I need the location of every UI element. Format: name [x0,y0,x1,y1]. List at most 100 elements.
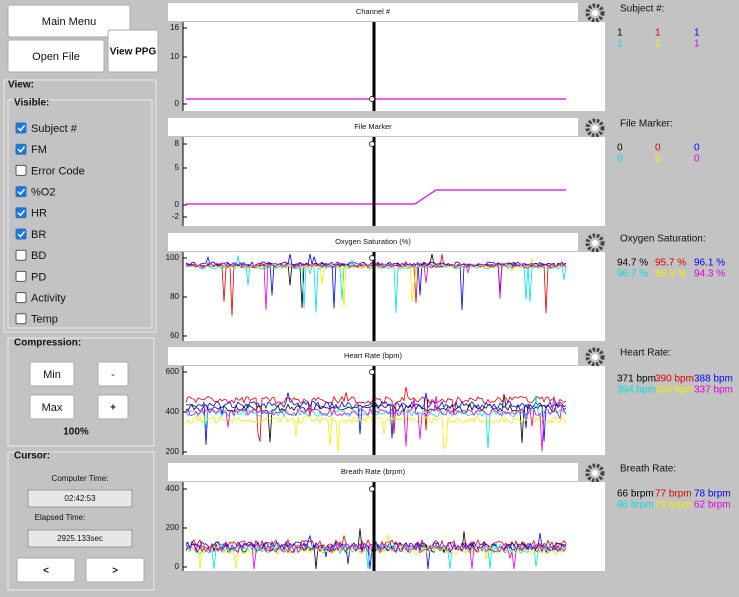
checkbox[interactable]: BD [15,249,46,262]
prev-button[interactable]: < [16,557,76,583]
checkbox[interactable]: Subject # [15,122,78,135]
readout-value: 371 bpm [617,374,656,385]
trace [185,392,567,445]
button-face [7,4,131,38]
y-tick-label: 600 [166,367,180,376]
max-button[interactable]: Max [29,394,75,420]
readout-value: 96.7 % [617,269,648,280]
gear [585,347,605,367]
settings-gear[interactable] [585,463,605,483]
plus-button[interactable]: + [97,394,129,420]
view-ppg-button[interactable]: View PPG [107,29,159,73]
readout-value: 1 [655,28,661,39]
readout-value: 0 [655,154,661,165]
trace [185,534,567,570]
checkbox[interactable]: Error Code [15,164,85,177]
readout-title: Oxygen Saturation: [620,234,706,245]
readout-value: 320 bpm [655,385,694,396]
y-tick-label: 200 [166,523,180,532]
checkbox[interactable]: Temp [15,313,58,326]
trace [185,542,567,570]
button-label: Open File [32,51,80,63]
plot-area [183,482,605,571]
button-label: View PPG [110,47,157,58]
checkbox[interactable]: %O2 [15,186,55,199]
plot-title: Oxygen Saturation (%) [335,237,411,246]
settings-gear[interactable] [585,118,605,138]
main-menu-button[interactable]: Main Menu [7,4,131,38]
button-face [29,361,75,387]
gear-hub [592,125,598,131]
cursor-marker [369,486,375,492]
button-label: + [110,403,116,414]
checkbox[interactable]: Activity [15,292,66,305]
settings-gear[interactable] [585,233,605,253]
gear [585,3,605,23]
checkbox-label: BD [31,250,46,262]
readout-value: 337 bpm [694,385,733,396]
compression-title: Compression: [14,338,81,349]
y-tick-label: 16 [170,23,179,32]
group-box [7,337,155,447]
readout-value: 95.7 % [655,258,686,269]
checkbox[interactable]: PD [15,270,46,283]
button-label: > [112,566,118,577]
plot-title: Channel # [356,7,391,16]
readout-value: 388 bpm [694,374,733,385]
trace [185,386,567,442]
readout-value: 95.5 % [655,269,686,280]
button-face [29,394,75,420]
next-button[interactable]: > [85,557,145,583]
checkbox[interactable]: HR [15,207,47,220]
minus-button[interactable]: - [97,361,129,387]
readout-value: 0 [617,154,623,165]
gear-hub [592,354,598,360]
open-file-button[interactable]: Open File [7,39,105,73]
plot-title-bar [168,3,578,21]
button-face [107,29,159,73]
checkbox-label: PD [31,271,46,283]
computer-time-label: Computer Time: [52,474,109,483]
readout-value: 94.3 % [694,269,725,280]
checkbox[interactable]: FM [15,143,47,156]
button-label: Max [42,402,63,414]
checkbox[interactable]: BR [15,228,46,241]
trace [185,261,567,310]
y-tick-label: 200 [166,447,180,456]
readout-value: 62 brpm [694,500,731,511]
readout-value: 66 brpm [617,489,654,500]
readout-value: 94.7 % [617,258,648,269]
readout-title: Heart Rate: [620,348,671,359]
readout-value: 394 bpm [617,385,656,396]
plot-area [183,137,605,226]
gear-hub [592,10,598,16]
gear [585,463,605,483]
cursor-marker [369,255,375,261]
checkbox-label: Subject # [31,123,78,135]
settings-gear[interactable] [585,347,605,367]
plot-title-bar [168,118,578,136]
readout-value: 96.1 % [694,258,725,269]
plot-title: Heart Rate (bpm) [344,351,402,360]
trace [185,415,567,454]
readout-value: 1 [694,39,700,50]
cursor-title: Cursor: [14,451,50,462]
y-tick-label: 80 [170,292,179,301]
compression-level: 100% [63,427,89,438]
plot-title: File Marker [354,122,392,131]
gear [585,118,605,138]
checkmark [17,188,26,196]
y-tick-label: -2 [172,212,180,221]
checkmark [17,146,26,153]
readout-value: 390 bpm [655,374,694,385]
cursor-marker [369,369,375,375]
checkbox-box [15,143,27,155]
min-button[interactable]: Min [29,361,75,387]
readout-value: 0 [655,143,661,154]
button-face [97,361,129,387]
y-tick-label: 0 [175,562,180,571]
readout-value: 79 brpm [655,500,692,511]
settings-gear[interactable] [585,3,605,23]
readout-value: 86 brpm [617,500,654,511]
